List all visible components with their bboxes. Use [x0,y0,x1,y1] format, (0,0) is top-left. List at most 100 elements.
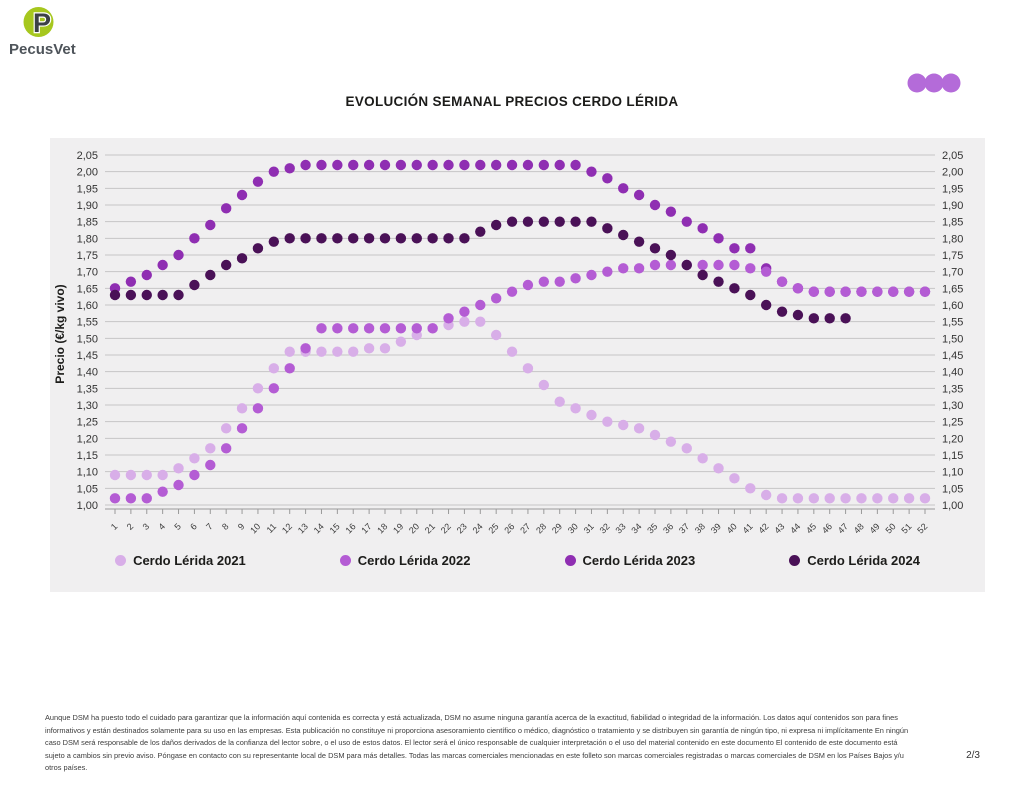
data-point [252,403,264,414]
data-point [205,459,216,471]
y-tick-left: 1,45 [77,350,98,362]
data-point [649,259,661,271]
x-tick-label: 19 [391,521,405,535]
data-point [697,453,708,464]
x-tick-label: 35 [645,521,659,535]
data-point [602,416,613,427]
data-point [792,283,804,294]
y-tick-right: 1,45 [942,350,963,362]
y-tick-right: 1,40 [942,367,963,379]
x-tick-label: 29 [550,521,564,535]
data-point [363,323,375,334]
data-point [840,493,851,504]
x-tick-label: 32 [598,521,612,535]
data-point [554,216,565,227]
legend-label: Cerdo Lérida 2022 [357,553,471,568]
data-point [554,396,565,407]
data-point [649,429,661,441]
data-point [522,159,534,171]
data-point [125,469,137,481]
x-tick-label: 52 [915,521,929,535]
price-chart-svg: 1,00 1,00 1,05 1,05 1,10 1,10 1,15 1,15 1,20 1,20… [53,150,963,535]
data-point [443,233,454,244]
data-point [252,176,264,187]
data-point [284,363,295,374]
y-tick-left: 1,95 [77,183,98,195]
data-point [570,273,581,284]
legend-label: Cerdo Lérida 2023 [582,553,696,568]
data-point [808,286,820,297]
data-point [633,263,645,274]
x-tick-label: 7 [204,521,215,532]
data-point [506,216,518,227]
data-point [745,243,756,254]
data-point [681,443,692,454]
data-point [141,493,152,504]
x-tick-label: 21 [423,521,437,535]
data-point [919,286,931,297]
data-point [760,489,772,501]
x-tick-label: 20 [407,521,421,535]
data-point [649,199,661,211]
data-point [713,233,724,244]
pecusvet-logo-icon: P [23,7,54,39]
y-tick-left: 1,60 [77,300,98,312]
y-tick-right: 1,50 [942,333,963,345]
legend-dot-icon [115,555,127,566]
x-tick-label: 12 [280,521,294,535]
data-point [776,306,788,317]
data-point [284,346,295,357]
data-point [665,259,677,271]
data-point [189,469,200,481]
x-tick-label: 51 [899,521,913,535]
y-tick-right: 1,55 [942,317,963,329]
data-point [506,346,518,357]
x-tick-label: 6 [188,521,199,532]
data-point [173,289,184,301]
data-point [379,343,391,354]
data-point [840,313,851,324]
x-tick-label: 3 [141,521,152,532]
x-tick-label: 30 [566,521,580,535]
data-point [856,286,867,297]
data-point [173,463,184,474]
data-point [570,403,581,414]
data-point [427,233,438,244]
data-point [522,216,534,227]
y-tick-left: 1,35 [77,383,98,395]
data-point [729,283,740,294]
data-point [316,233,327,244]
data-point [681,216,692,227]
data-point [459,233,470,244]
chart-panel: 1,00 1,00 1,05 1,05 1,10 1,10 1,15 1,15 1,20 1,20… [50,138,985,592]
data-point [522,279,534,291]
data-point [713,259,724,271]
data-point [316,323,327,334]
y-tick-right: 1,75 [942,250,963,262]
data-point [697,223,708,234]
data-point [522,363,534,374]
data-point [633,236,645,247]
data-point [618,419,629,431]
data-point [459,159,470,171]
data-point [427,159,438,171]
data-point [205,443,216,454]
y-tick-right: 1,00 [942,500,963,512]
data-point [745,483,756,494]
x-tick-label: 44 [788,521,802,535]
y-tick-left: 1,25 [77,417,98,429]
data-point [586,166,597,177]
data-point [729,259,740,271]
y-tick-right: 1,05 [942,483,963,495]
data-point [633,189,645,201]
x-tick-label: 28 [534,521,548,535]
x-tick-label: 18 [375,521,389,535]
data-point [872,493,883,504]
y-tick-right: 1,20 [942,433,963,445]
x-tick-label: 45 [804,521,818,535]
data-point [665,249,677,261]
data-point [776,276,788,287]
x-tick-label: 40 [725,521,739,535]
y-tick-left: 1,55 [77,317,98,329]
